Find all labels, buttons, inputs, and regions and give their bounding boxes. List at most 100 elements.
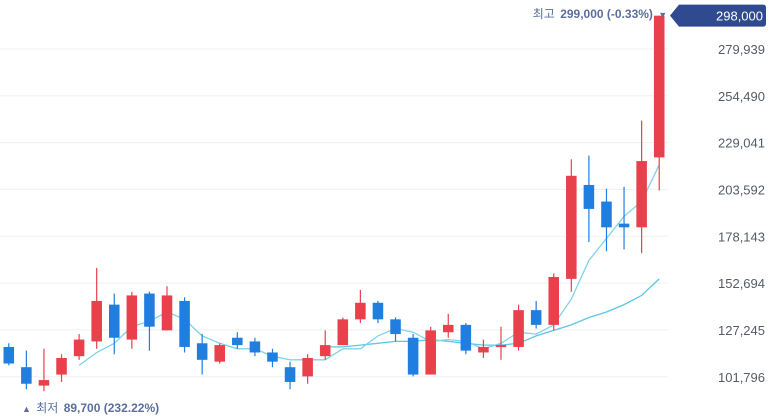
candle-up	[425, 326, 436, 375]
high-annotation-value: 299,000 (-0.33%)	[560, 7, 653, 21]
candle-down	[372, 300, 384, 324]
candle-body	[390, 319, 401, 335]
candle-body	[425, 330, 436, 375]
y-tick-label: 178,143	[718, 229, 765, 244]
candle-body	[284, 367, 296, 382]
candle-down	[21, 350, 32, 390]
y-tick-label: 152,694	[718, 276, 765, 291]
candle-up	[38, 348, 50, 392]
y-axis: 101,796 127,245 152,694 178,143 203,592 229,0…	[718, 42, 765, 385]
y-tick-label: 101,796	[718, 370, 765, 385]
candle-body	[319, 345, 331, 357]
low-annotation: ▲ 최저 89,700 (232.22%)	[22, 401, 159, 415]
candle-down	[601, 188, 612, 252]
candle-down	[460, 323, 472, 355]
candle-up	[302, 354, 313, 384]
candle-body	[601, 201, 612, 228]
candle-body	[636, 161, 647, 228]
price-tag-shape	[670, 4, 766, 27]
candle-down	[144, 291, 155, 351]
candle-body	[653, 15, 665, 158]
candle-up	[91, 267, 102, 349]
ma-long-layer	[325, 278, 660, 348]
candle-body	[566, 175, 577, 279]
candle-body	[495, 345, 507, 348]
candle-up	[548, 273, 560, 331]
ma-short-layer	[78, 164, 660, 366]
candle-body	[478, 346, 489, 353]
low-annotation-arrow: ▲	[22, 404, 31, 414]
candle-body	[232, 337, 243, 346]
candle-body	[144, 293, 155, 327]
ma-short-line	[78, 164, 660, 366]
y-tick-label: 127,245	[718, 323, 765, 338]
candle-body	[108, 304, 120, 338]
candle-body	[179, 300, 190, 347]
candle-up	[126, 291, 138, 349]
candle-body	[161, 295, 173, 331]
candle-body	[372, 302, 384, 320]
y-tick-label: 254,490	[718, 89, 765, 104]
candle-body	[407, 337, 419, 375]
candle-body	[73, 339, 85, 357]
candle-down	[3, 343, 15, 366]
candle-up	[56, 354, 67, 382]
candle-up	[495, 326, 507, 360]
current-price-tag: 298,000	[670, 4, 766, 27]
current-price-label: 298,000	[716, 9, 763, 24]
candle-body	[442, 324, 454, 333]
candle-up	[513, 304, 524, 351]
candle-body	[21, 367, 32, 384]
candle-up	[161, 286, 173, 331]
candle-body	[583, 184, 595, 209]
high-annotation: 최고 299,000 (-0.33%) ▼	[533, 7, 667, 21]
candle-body	[355, 302, 366, 320]
candle-body	[548, 277, 560, 325]
low-annotation-label: 최저	[36, 401, 58, 415]
candle-up	[355, 289, 366, 324]
candles-layer	[3, 15, 665, 392]
candle-body	[249, 341, 261, 353]
candle-body	[618, 223, 630, 228]
svg-text:▲ 최저 89,700 (2: ▲ 최저 89,700 (232.22%)	[22, 401, 159, 415]
candle-body	[460, 324, 472, 351]
candle-body	[196, 343, 208, 360]
candle-body	[513, 310, 524, 347]
candle-up	[73, 334, 85, 360]
y-tick-label: 229,041	[718, 136, 765, 151]
candle-up	[636, 120, 647, 254]
candle-down	[390, 317, 401, 342]
candle-down	[108, 293, 120, 355]
candle-up	[214, 343, 226, 364]
candle-up	[319, 330, 331, 360]
candle-body	[337, 319, 349, 346]
candle-up	[478, 339, 489, 358]
candle-body	[214, 345, 226, 362]
high-annotation-label: 최고	[533, 7, 555, 21]
candle-down	[530, 300, 542, 329]
candle-body	[56, 357, 67, 375]
candle-body	[126, 295, 138, 340]
candle-up	[653, 15, 665, 191]
candle-down	[284, 361, 296, 390]
ma-long-line	[325, 278, 660, 348]
y-tick-label: 279,939	[718, 42, 765, 57]
candle-down	[196, 334, 208, 375]
low-annotation-value: 89,700 (232.22%)	[64, 401, 159, 415]
candle-up	[566, 159, 577, 292]
candle-down	[407, 334, 419, 377]
candle-body	[530, 310, 542, 325]
high-annotation-arrow: ▼	[658, 10, 667, 20]
candle-body	[267, 352, 278, 362]
candle-down	[583, 155, 595, 243]
candle-down	[618, 186, 630, 250]
candle-down	[249, 337, 261, 357]
candle-body	[38, 380, 50, 386]
candle-down	[179, 297, 190, 353]
candle-down	[232, 332, 243, 349]
candle-up	[442, 313, 454, 338]
candle-up	[337, 317, 349, 346]
candle-down	[267, 348, 278, 368]
